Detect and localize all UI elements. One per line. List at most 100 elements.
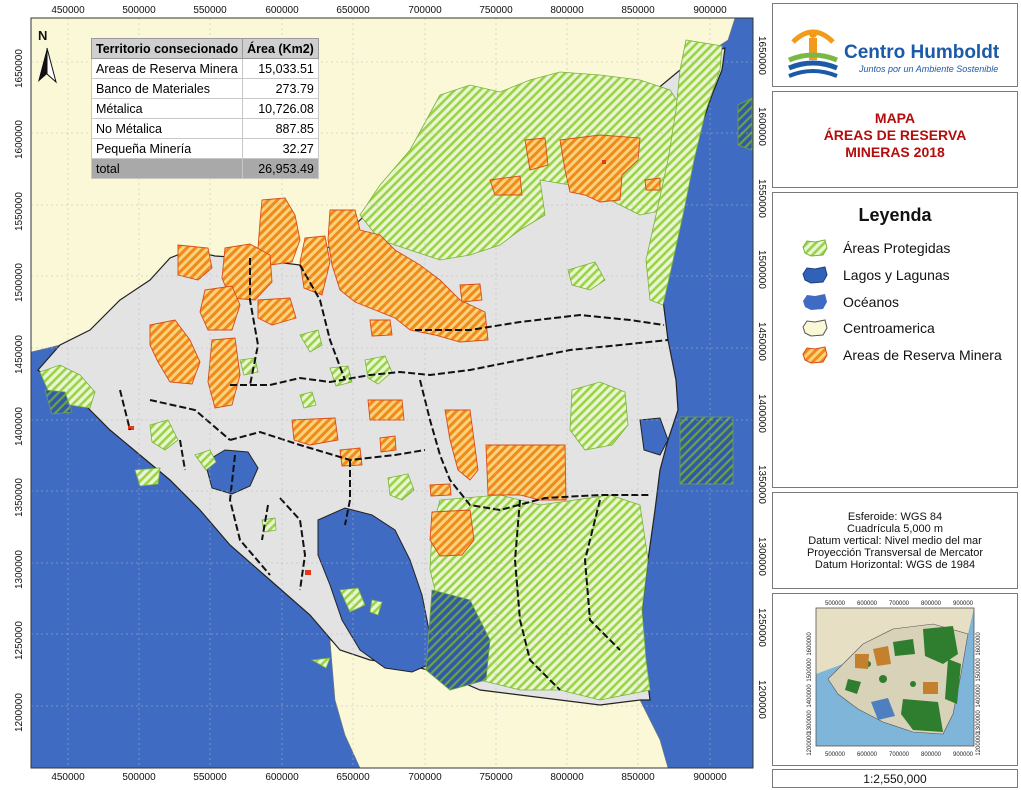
- y-tick-label: 1650000: [756, 36, 767, 75]
- marine-protected-zone: [44, 389, 73, 415]
- centro-humboldt-logo-icon: [788, 29, 838, 78]
- y-tick-label: 1350000: [756, 465, 767, 504]
- table-cell-territory: Banco de Materiales: [90, 78, 244, 99]
- table-cell-area: 10,726.08: [242, 98, 319, 119]
- y-tick-label: 1200000: [756, 680, 767, 719]
- central-america-swatch-icon: [802, 319, 828, 337]
- inset-x-tick-label: 500000: [825, 752, 846, 758]
- north-label: N: [38, 28, 48, 43]
- small-mining-spots: [128, 160, 606, 575]
- x-tick-label: 900000: [693, 772, 727, 783]
- table-cell-area: 15,033.51: [242, 58, 319, 79]
- table-total-row: total 26,953.49: [90, 158, 319, 179]
- table-header-cell: Área (Km2): [242, 38, 319, 59]
- brand-name: Centro Humboldt: [844, 42, 1000, 63]
- table-cell-area: 32.27: [242, 138, 319, 159]
- table-cell-area: 887.85: [242, 118, 319, 139]
- map-frame: N 450000 500000 550000 600000 650000 700…: [0, 0, 768, 790]
- inset-y-tick-label: 1500000: [976, 658, 982, 682]
- datum-line: Cuadrícula 5,000 m: [847, 523, 943, 535]
- y-tick-label: 1300000: [14, 550, 25, 589]
- x-tick-label: 650000: [336, 772, 370, 783]
- y-tick-label: 1200000: [14, 693, 25, 732]
- y-tick-label: 1400000: [14, 407, 25, 446]
- y-tick-label: 1300000: [756, 537, 767, 576]
- graticule: [31, 18, 753, 768]
- inset-x-tick-label: 600000: [857, 752, 878, 758]
- inset-y-tick-label: 1400000: [976, 684, 982, 708]
- x-tick-label: 450000: [51, 772, 85, 783]
- y-tick-label: 1400000: [756, 394, 767, 433]
- map-canvas[interactable]: [0, 0, 768, 790]
- y-tick-label: 1250000: [756, 608, 767, 647]
- lakes-swatch-icon: [802, 266, 828, 284]
- x-tick-label: 850000: [621, 5, 655, 16]
- inset-map-panel: 500000 600000 700000 800000 900000 50000…: [772, 593, 1018, 766]
- legend-label: Centroamerica: [843, 320, 935, 336]
- department-boundaries: [119, 258, 669, 691]
- inset-map[interactable]: 500000 600000 700000 800000 900000 50000…: [773, 594, 1017, 765]
- marine-protected-zone: [425, 589, 491, 691]
- pearl-lagoon: [639, 417, 669, 456]
- legend-item: Centroamerica: [801, 318, 935, 338]
- logo-panel: Centro Humboldt Juntos por un Ambiente S…: [772, 3, 1018, 87]
- datum-panel: Esferoide: WGS 84 Cuadrícula 5,000 m Dat…: [772, 492, 1018, 589]
- inset-y-tick-label: 1300000: [976, 710, 982, 734]
- legend-item: Áreas Protegidas: [801, 238, 950, 258]
- table-cell-area: 273.79: [242, 78, 319, 99]
- x-tick-label: 650000: [336, 5, 370, 16]
- inset-y-tick-label: 1600000: [807, 632, 813, 656]
- scale-text: 1:2,550,000: [863, 772, 927, 786]
- x-tick-label: 750000: [479, 772, 513, 783]
- inset-y-tick-label: 1400000: [807, 684, 813, 708]
- inset-x-tick-label: 800000: [921, 601, 942, 607]
- table-header-row: Territorio consecionado Área (Km2): [90, 38, 319, 59]
- x-tick-label: 500000: [122, 5, 156, 16]
- mining-reserve-swatch-icon: [802, 346, 828, 364]
- protected-areas: [39, 39, 723, 701]
- y-tick-label: 1450000: [756, 322, 767, 361]
- y-tick-label: 1600000: [14, 120, 25, 159]
- inset-x-tick-label: 700000: [889, 601, 910, 607]
- x-tick-label: 850000: [621, 772, 655, 783]
- x-tick-label: 600000: [265, 5, 299, 16]
- marine-protected-zone: [679, 416, 734, 485]
- inset-y-tick-label: 1200000: [807, 732, 813, 756]
- inset-x-tick-label: 900000: [953, 752, 974, 758]
- legend-label: Lagos y Lagunas: [843, 267, 950, 283]
- y-tick-label: 1450000: [14, 335, 25, 374]
- x-tick-label: 800000: [550, 5, 584, 16]
- y-tick-label: 1350000: [14, 478, 25, 517]
- legend-title: Leyenda: [858, 205, 932, 225]
- x-tick-label: 700000: [408, 772, 442, 783]
- inset-x-tick-label: 500000: [825, 601, 846, 607]
- legend-panel: Leyenda Áreas Protegidas Lagos y Lagunas…: [772, 192, 1018, 488]
- inset-x-tick-label: 900000: [953, 601, 974, 607]
- y-tick-label: 1550000: [756, 179, 767, 218]
- legend-item: Océanos: [801, 292, 899, 312]
- table-header-cell: Territorio consecionado: [90, 38, 244, 59]
- x-tick-label: 550000: [193, 5, 227, 16]
- inset-y-tick-label: 1500000: [807, 658, 813, 682]
- map-border: [30, 17, 754, 769]
- scale-panel: 1:2,550,000: [772, 769, 1018, 788]
- inset-y-tick-label: 1600000: [976, 632, 982, 656]
- datum-line: Datum vertical: Nivel medio del mar: [808, 535, 982, 547]
- inset-coordinates: 500000 600000 700000 800000 900000 50000…: [807, 601, 982, 758]
- legend-label: Áreas Protegidas: [843, 240, 951, 256]
- table-cell-territory: No Métalica: [90, 118, 244, 139]
- table-row: Métalica 10,726.08: [90, 98, 319, 119]
- title-line: ÁREAS DE RESERVA: [823, 127, 967, 143]
- table-cell-territory: Areas de Reserva Minera: [90, 58, 244, 79]
- protected-areas-swatch-icon: [802, 239, 828, 257]
- y-tick-label: 1650000: [14, 49, 25, 88]
- x-tick-label: 450000: [51, 5, 85, 16]
- table-row: No Métalica 887.85: [90, 118, 319, 139]
- inset-x-tick-label: 800000: [921, 752, 942, 758]
- inset-x-tick-label: 700000: [889, 752, 910, 758]
- table-cell-territory: Pequeña Minería: [90, 138, 244, 159]
- table-cell-territory: Métalica: [90, 98, 244, 119]
- x-tick-label: 500000: [122, 772, 156, 783]
- inset-y-tick-label: 1200000: [976, 732, 982, 756]
- table-row: Areas de Reserva Minera 15,033.51: [90, 58, 319, 79]
